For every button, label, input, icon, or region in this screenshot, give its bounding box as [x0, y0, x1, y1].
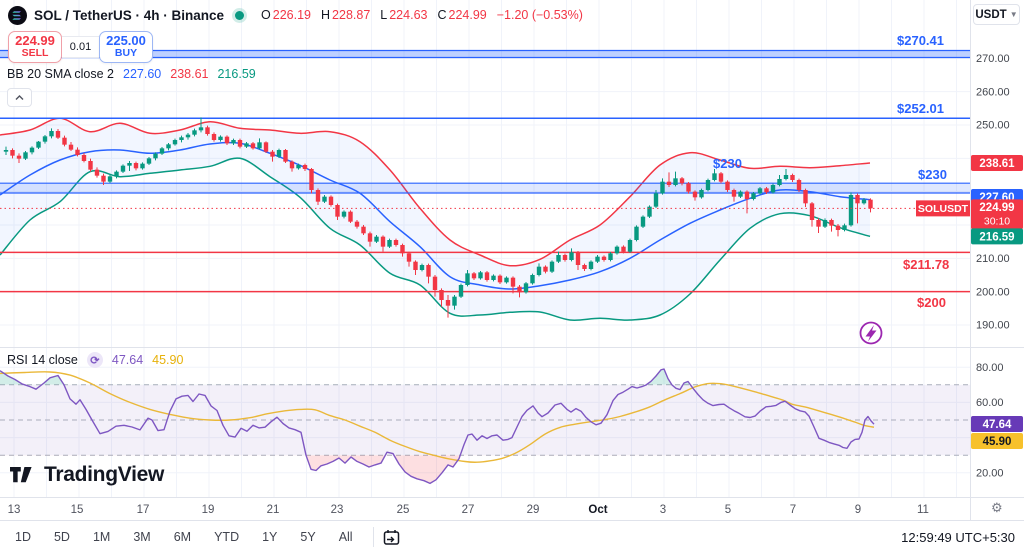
rsi-indicator-legend[interactable]: RSI 14 close ⟳ 47.64 45.90	[7, 352, 183, 368]
svg-text:60.00: 60.00	[976, 397, 1004, 409]
range-5y-button[interactable]: 5Y	[300, 530, 316, 544]
svg-text:$211.78: $211.78	[903, 257, 949, 272]
svg-text:13: 13	[8, 504, 21, 516]
price-axis: 270.00 260.00 250.00 210.00 200.00 190.00 80.0…	[0, 0, 1024, 521]
svg-text:$270.41: $270.41	[897, 33, 944, 48]
svg-text:190.00: 190.00	[976, 320, 1010, 332]
svg-text:$230: $230	[713, 156, 742, 171]
svg-text:47.64: 47.64	[983, 419, 1012, 431]
bb-indicator-legend[interactable]: BB 20 SMA close 2 227.60 238.61 216.59	[7, 67, 256, 81]
bb-lower-value: 216.59	[217, 67, 256, 81]
svg-text:200.00: 200.00	[976, 286, 1010, 298]
spread-value: 0.01	[62, 36, 99, 58]
axis-settings-gear-icon[interactable]: ⚙	[991, 500, 1003, 515]
bollinger-bands	[0, 117, 871, 321]
range-1y-button[interactable]: 1Y	[262, 530, 278, 544]
price-levels: $270.41 $252.01 $230 $230 $211.78 $200	[0, 33, 970, 310]
svg-text:$252.01: $252.01	[897, 101, 944, 116]
chevron-down-icon: ▼	[1009, 10, 1018, 19]
candlesticks	[3, 117, 873, 318]
pane-collapse-button[interactable]	[7, 88, 32, 107]
symbol-title[interactable]: SOL / TetherUS · 4h · Binance	[34, 7, 225, 23]
price-chart-canvas[interactable]: $270.41 $252.01 $230 $230 $211.78 $200 SOLUSDT…	[0, 0, 1024, 524]
svg-text:SOLUSDT: SOLUSDT	[918, 203, 969, 215]
range-6m-button[interactable]: 6M	[173, 530, 192, 544]
bb-upper-value: 238.61	[170, 67, 209, 81]
tradingview-glyph-icon	[10, 466, 32, 482]
svg-text:216.59: 216.59	[979, 231, 1014, 243]
svg-text:224.99: 224.99	[979, 202, 1014, 214]
svg-text:Oct: Oct	[588, 504, 607, 516]
sol-logo-icon	[8, 5, 27, 25]
svg-text:3: 3	[660, 504, 666, 516]
svg-text:19: 19	[202, 504, 215, 516]
flash-order-icon	[859, 321, 883, 345]
price-change: −1.20 (−0.53%)	[496, 8, 583, 22]
svg-text:20.00: 20.00	[976, 468, 1004, 480]
range-all-button[interactable]: All	[338, 530, 353, 544]
bottom-toolbar: 1D 5D 1M 3M 6M YTD 1Y 5Y All 12:59:49 UT…	[0, 521, 1024, 553]
buy-button[interactable]: 225.00 BUY	[99, 31, 153, 63]
svg-text:80.00: 80.00	[976, 362, 1004, 374]
session-clock[interactable]: 12:59:49 UTC+5:30	[901, 529, 1015, 545]
rsi-pane	[0, 368, 970, 485]
svg-text:7: 7	[790, 504, 796, 516]
sell-button[interactable]: 224.99 SELL	[8, 31, 62, 63]
ohlc-values: O 226.19 H 228.87 L 224.63 C 224.99 −1.20 (−…	[261, 8, 583, 22]
currency-label: USDT	[975, 8, 1007, 21]
svg-text:250.00: 250.00	[976, 120, 1010, 132]
svg-text:17: 17	[137, 504, 150, 516]
svg-text:15: 15	[71, 504, 84, 516]
tradingview-watermark[interactable]: TradingView	[10, 463, 164, 487]
range-3m-button[interactable]: 3M	[133, 530, 151, 544]
svg-text:238.61: 238.61	[979, 158, 1015, 170]
svg-text:260.00: 260.00	[976, 86, 1010, 98]
svg-text:30:10: 30:10	[984, 215, 1010, 227]
tradingview-wordmark: TradingView	[44, 463, 165, 486]
svg-text:45.90: 45.90	[983, 436, 1012, 448]
bb-title: BB 20 SMA close 2	[7, 67, 115, 81]
currency-selector[interactable]: USDT ▼	[973, 4, 1020, 25]
range-5d-button[interactable]: 5D	[53, 530, 70, 544]
rsi-ma-value: 45.90	[152, 353, 184, 367]
last-price-line: SOLUSDT	[0, 200, 970, 217]
range-ytd-button[interactable]: YTD	[214, 530, 240, 544]
svg-text:270.00: 270.00	[976, 53, 1010, 65]
goto-date-calendar-icon[interactable]	[383, 529, 400, 546]
bb-basis-value: 227.60	[123, 67, 162, 81]
svg-text:$230: $230	[918, 167, 947, 182]
svg-text:21: 21	[267, 504, 280, 516]
svg-text:9: 9	[855, 504, 861, 516]
range-1d-button[interactable]: 1D	[15, 530, 31, 544]
svg-text:$200: $200	[917, 295, 946, 310]
order-panel: 224.99 SELL 0.01 225.00 BUY	[8, 31, 153, 63]
market-status-dot[interactable]	[235, 10, 245, 20]
toolbar-divider	[372, 527, 374, 547]
range-1m-button[interactable]: 1M	[92, 530, 111, 544]
svg-text:23: 23	[331, 504, 344, 516]
svg-text:5: 5	[725, 504, 731, 516]
svg-text:11: 11	[917, 504, 929, 516]
rsi-refresh-icon[interactable]: ⟳	[86, 352, 103, 368]
rsi-title: RSI 14 close	[7, 353, 78, 367]
svg-text:210.00: 210.00	[976, 253, 1010, 265]
rsi-value: 47.64	[111, 353, 144, 367]
svg-text:29: 29	[527, 504, 540, 516]
svg-text:27: 27	[462, 504, 475, 516]
svg-text:25: 25	[397, 504, 410, 516]
